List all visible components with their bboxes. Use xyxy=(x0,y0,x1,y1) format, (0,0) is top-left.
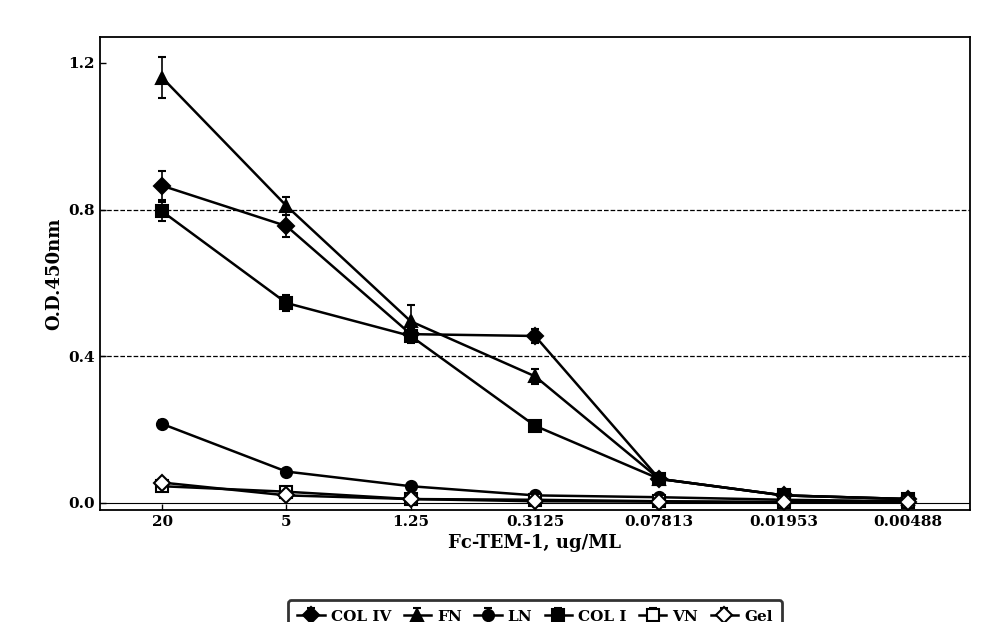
Legend: COL IV, FN, LN, COL I, VN, Gel: COL IV, FN, LN, COL I, VN, Gel xyxy=(288,600,782,622)
Y-axis label: O.D.450nm: O.D.450nm xyxy=(45,218,63,330)
X-axis label: Fc-TEM-1, ug/ML: Fc-TEM-1, ug/ML xyxy=(448,534,622,552)
